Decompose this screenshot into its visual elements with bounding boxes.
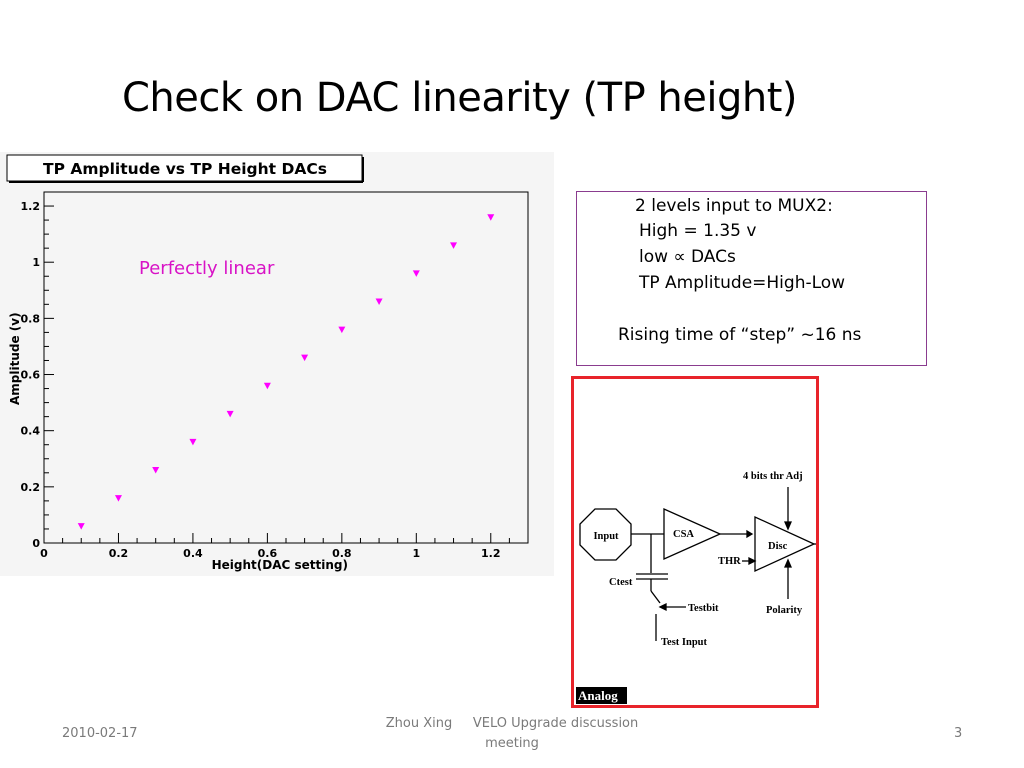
x-tick-label: 0 bbox=[40, 547, 48, 560]
disc-comparator bbox=[754, 515, 816, 573]
csa-amplifier bbox=[663, 507, 722, 561]
label-thr-adj: 4 bits thr Adj bbox=[743, 471, 803, 482]
label-disc: Disc bbox=[768, 541, 788, 552]
data-point bbox=[226, 410, 234, 418]
chart-title-box bbox=[6, 154, 363, 182]
info-line-rising-time: Rising time of “step” ~16 ns bbox=[618, 325, 862, 345]
info-line-mux2: 2 levels input to MUX2: bbox=[635, 196, 833, 216]
label-csa: CSA bbox=[673, 529, 694, 540]
x-tick-label: 1 bbox=[412, 547, 420, 560]
y-tick-label: 0.4 bbox=[21, 425, 41, 438]
data-point bbox=[301, 354, 309, 362]
label-analog: Analog bbox=[578, 688, 618, 703]
label-input: Input bbox=[593, 531, 619, 542]
info-line-high: High = 1.35 v bbox=[639, 221, 757, 241]
footer-author: Zhou Xing bbox=[385, 716, 453, 731]
data-points bbox=[77, 214, 495, 530]
data-point bbox=[77, 523, 85, 530]
x-tick-label: 0.6 bbox=[258, 547, 278, 560]
label-thr: THR bbox=[718, 556, 741, 567]
x-tick-label: 0.2 bbox=[109, 547, 129, 560]
label-ctest: Ctest bbox=[609, 577, 633, 588]
x-axis-label: Height(DAC setting) bbox=[212, 558, 348, 572]
test-switch bbox=[650, 590, 661, 604]
y-tick-label: 0.2 bbox=[21, 481, 41, 494]
label-testbit: Testbit bbox=[688, 603, 719, 614]
slide-title: Check on DAC linearity (TP height) bbox=[122, 75, 798, 121]
footer-line-1: Zhou Xing VELO Upgrade discussion bbox=[372, 714, 652, 734]
chart-background bbox=[0, 152, 554, 576]
footer-event-line-2: meeting bbox=[485, 736, 539, 751]
x-tick-label: 0.4 bbox=[183, 547, 203, 560]
input-octagon bbox=[579, 508, 632, 561]
data-point bbox=[450, 242, 458, 249]
chart-title: TP Amplitude vs TP Height DACs bbox=[43, 160, 327, 178]
footer-page-number: 3 bbox=[954, 726, 963, 741]
y-tick-label: 1.2 bbox=[21, 200, 41, 213]
info-line-low: low ∝ DACs bbox=[639, 247, 736, 267]
data-point bbox=[338, 326, 346, 334]
y-tick-label: 1 bbox=[32, 256, 40, 269]
y-tick-label: 0.6 bbox=[21, 369, 41, 382]
footer-date: 2010-02-17 bbox=[62, 726, 138, 741]
axes: 0 0.2 0.4 0.6 0.8 1 1.2 0 0.2 0.4 0.6 0.8 1 1.2 bbox=[21, 191, 529, 560]
y-axis-label: Amplitude (v) bbox=[8, 312, 22, 405]
csa-arrow-head bbox=[746, 529, 754, 539]
data-point bbox=[263, 382, 271, 390]
data-point bbox=[189, 438, 197, 446]
annotation-perfectly-linear: Perfectly linear bbox=[139, 258, 275, 279]
data-point bbox=[114, 495, 122, 502]
amplitude-chart: 0 0.2 0.4 0.6 0.8 1 1.2 0 0.2 0.4 0.6 0.8 1 1.2 TP Am… bbox=[0, 152, 554, 576]
data-point bbox=[487, 214, 495, 221]
info-line-tp-amplitude: TP Amplitude=High-Low bbox=[639, 273, 846, 293]
y-tick-label: 0 bbox=[32, 537, 40, 550]
analog-label-background bbox=[576, 687, 627, 704]
x-tick-label: 0.8 bbox=[332, 547, 352, 560]
data-point bbox=[152, 466, 160, 474]
data-point bbox=[375, 298, 383, 306]
footer-center: Zhou Xing VELO Upgrade discussion meetin… bbox=[372, 714, 652, 754]
info-box: 2 levels input to MUX2: High = 1.35 v lo… bbox=[576, 191, 927, 366]
footer-event: VELO Upgrade discussion bbox=[472, 716, 639, 731]
circuit-diagram: Input CSA Disc 4 bits thr Adj THR Ctest … bbox=[571, 376, 819, 708]
y-tick-label: 0.8 bbox=[21, 312, 41, 325]
label-polarity: Polarity bbox=[766, 605, 803, 616]
label-test-input: Test Input bbox=[661, 637, 708, 648]
data-point bbox=[412, 270, 420, 277]
x-tick-label: 1.2 bbox=[481, 547, 501, 560]
